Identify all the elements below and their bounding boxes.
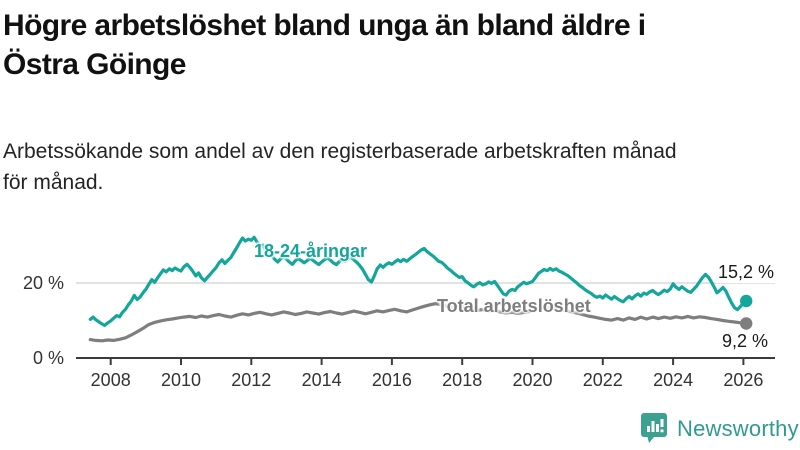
series-end-dot-youth (740, 294, 753, 308)
newsworthy-logo: Newsworthy (641, 412, 799, 445)
x-tick-label-2008: 2008 (91, 370, 131, 390)
end-value-total: 9,2 % (722, 331, 769, 351)
title-line-1: Högre arbetslöshet bland unga än bland ä… (3, 9, 646, 42)
x-tick-label-2020: 2020 (512, 370, 552, 390)
x-tick-label-2018: 2018 (442, 370, 482, 390)
y-tick-label-20: 20 % (23, 273, 64, 293)
x-tick-label-2024: 2024 (653, 370, 693, 390)
subtitle-line-1: Arbetssökande som andel av den registerb… (3, 140, 677, 163)
x-tick-label-2026: 2026 (723, 370, 763, 390)
x-tick-label-2016: 2016 (372, 370, 412, 390)
x-tick-label-2012: 2012 (231, 370, 271, 390)
series-label-youth: 18-24-åringar (254, 241, 368, 261)
series-line-total (88, 302, 748, 343)
end-value-youth: 15,2 % (716, 262, 777, 283)
series-line-youth (88, 235, 748, 327)
x-tick-label-2010: 2010 (161, 370, 201, 390)
title-line-2: Östra Göinge (3, 48, 186, 81)
chart-subtitle: Arbetssökande som andel av den registerb… (3, 136, 793, 198)
page-title: Högre arbetslöshet bland unga än bland ä… (3, 6, 797, 84)
brand-wordmark: Newsworthy (677, 415, 799, 441)
x-tick-label-2014: 2014 (302, 370, 342, 390)
newsworthy-bubble-chart-icon (641, 413, 667, 443)
series-label-total: Total arbetslöshet (437, 296, 591, 316)
x-tick-label-2022: 2022 (583, 370, 623, 390)
y-tick-label-0: 0 % (33, 348, 64, 368)
subtitle-line-2: för månad. (3, 171, 104, 194)
series-end-dot-total (740, 317, 753, 330)
